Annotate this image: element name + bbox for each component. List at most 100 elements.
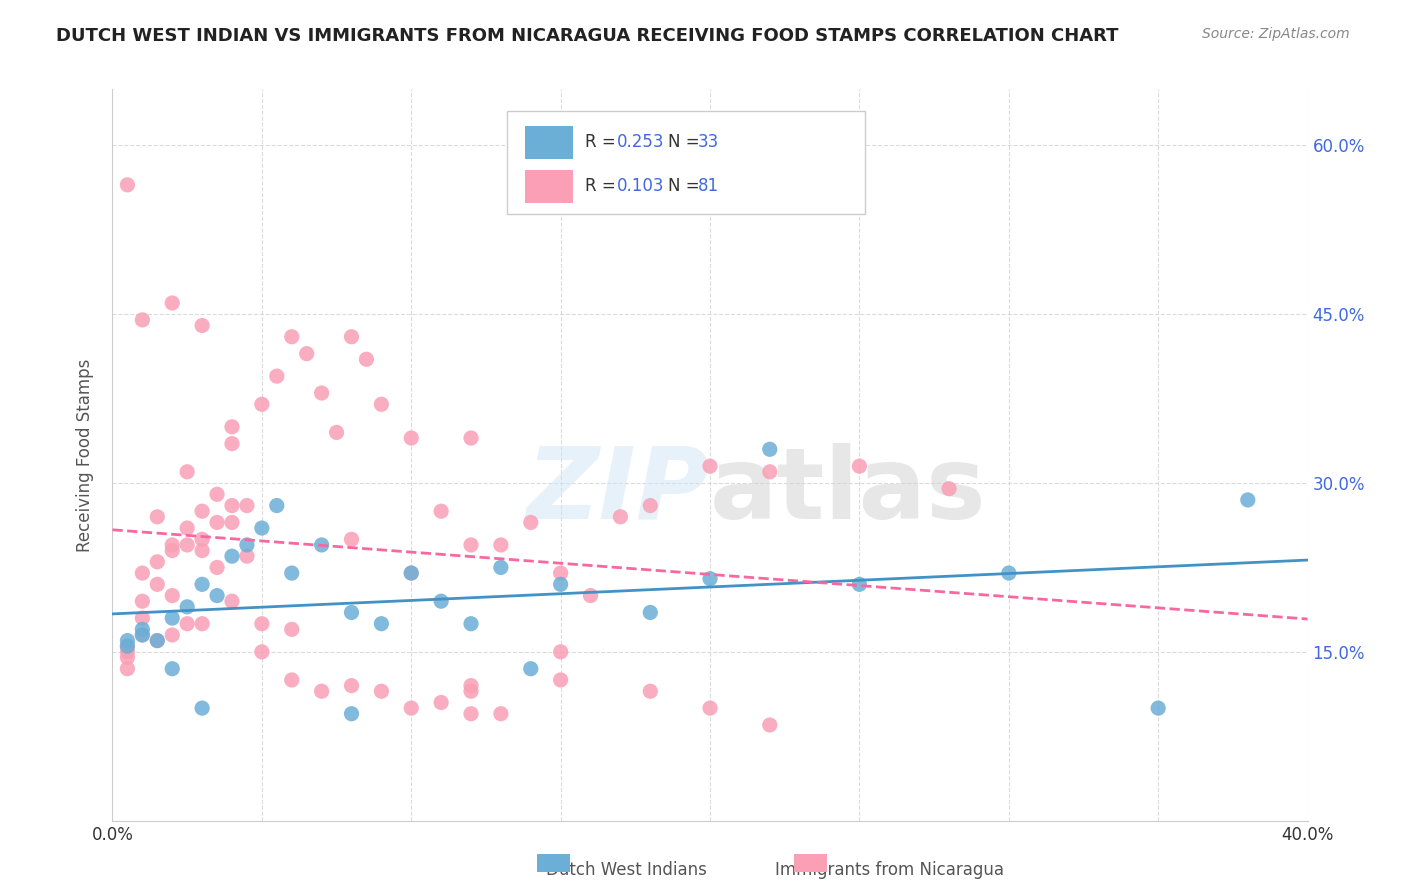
Point xyxy=(236,549,259,564)
Point xyxy=(340,330,363,344)
Point xyxy=(489,706,512,721)
Point xyxy=(430,594,453,608)
Point xyxy=(311,538,333,552)
Point xyxy=(401,701,423,715)
Point xyxy=(759,465,782,479)
Point xyxy=(938,482,960,496)
Text: DUTCH WEST INDIAN VS IMMIGRANTS FROM NICARAGUA RECEIVING FOOD STAMPS CORRELATION: DUTCH WEST INDIAN VS IMMIGRANTS FROM NIC… xyxy=(56,27,1119,45)
Point xyxy=(176,616,198,631)
Point xyxy=(176,465,198,479)
Point xyxy=(311,684,333,698)
Text: N =: N = xyxy=(668,133,704,151)
Point xyxy=(356,352,378,367)
Text: atlas: atlas xyxy=(710,443,987,540)
Point xyxy=(162,611,183,625)
Point xyxy=(579,589,602,603)
Point xyxy=(550,645,572,659)
Point xyxy=(460,679,482,693)
FancyBboxPatch shape xyxy=(537,854,571,871)
Point xyxy=(401,566,423,580)
Point xyxy=(221,594,243,608)
Point xyxy=(489,538,512,552)
Point xyxy=(250,521,273,535)
Point xyxy=(640,684,662,698)
Point xyxy=(250,397,273,411)
Point xyxy=(460,616,482,631)
Text: 0.103: 0.103 xyxy=(617,177,664,194)
Point xyxy=(205,589,228,603)
Point xyxy=(162,296,183,310)
Text: 0.253: 0.253 xyxy=(617,133,664,151)
Point xyxy=(460,431,482,445)
Point xyxy=(117,662,139,676)
Point xyxy=(460,538,482,552)
Point xyxy=(117,650,139,665)
Point xyxy=(131,566,153,580)
Point xyxy=(221,516,243,530)
Point xyxy=(550,577,572,591)
Point xyxy=(117,178,139,192)
Point xyxy=(1237,492,1260,507)
Text: Immigrants from Nicaragua: Immigrants from Nicaragua xyxy=(775,861,1004,879)
Point xyxy=(1147,701,1170,715)
Point xyxy=(146,577,169,591)
FancyBboxPatch shape xyxy=(524,126,572,159)
Point xyxy=(205,560,228,574)
Point xyxy=(325,425,347,440)
Point xyxy=(848,577,870,591)
Point xyxy=(162,589,183,603)
Point xyxy=(281,330,304,344)
Text: Dutch West Indians: Dutch West Indians xyxy=(546,861,707,879)
Point xyxy=(146,633,169,648)
Point xyxy=(176,521,198,535)
Text: 81: 81 xyxy=(699,177,720,194)
Point xyxy=(131,623,153,637)
Point xyxy=(340,679,363,693)
FancyBboxPatch shape xyxy=(793,854,827,871)
Point xyxy=(699,459,721,474)
Point xyxy=(340,606,363,620)
Point xyxy=(117,639,139,653)
Point xyxy=(221,549,243,564)
Point xyxy=(205,487,228,501)
Point xyxy=(370,684,392,698)
Point xyxy=(162,538,183,552)
Point xyxy=(250,616,273,631)
Point xyxy=(759,718,782,732)
Text: R =: R = xyxy=(585,177,620,194)
Point xyxy=(370,397,392,411)
Point xyxy=(191,577,214,591)
Point xyxy=(609,509,631,524)
Point xyxy=(221,436,243,450)
Point xyxy=(236,499,259,513)
Point xyxy=(117,639,139,653)
Text: ZIP: ZIP xyxy=(527,443,710,540)
Point xyxy=(191,543,214,558)
FancyBboxPatch shape xyxy=(524,169,572,202)
Point xyxy=(759,442,782,457)
Point xyxy=(131,313,153,327)
Point xyxy=(401,566,423,580)
Point xyxy=(131,611,153,625)
Point xyxy=(550,566,572,580)
Point xyxy=(146,509,169,524)
Point xyxy=(205,516,228,530)
Point xyxy=(370,616,392,631)
Point xyxy=(117,633,139,648)
Point xyxy=(266,499,288,513)
Point xyxy=(131,628,153,642)
Point xyxy=(640,606,662,620)
Point xyxy=(281,566,304,580)
Point xyxy=(266,369,288,384)
Point xyxy=(460,706,482,721)
Point xyxy=(520,662,543,676)
Point xyxy=(281,623,304,637)
Point xyxy=(162,628,183,642)
Y-axis label: Receiving Food Stamps: Receiving Food Stamps xyxy=(76,359,94,551)
Point xyxy=(998,566,1021,580)
Text: N =: N = xyxy=(668,177,704,194)
Point xyxy=(221,499,243,513)
Point xyxy=(191,616,214,631)
Point xyxy=(550,673,572,687)
Point xyxy=(848,459,870,474)
